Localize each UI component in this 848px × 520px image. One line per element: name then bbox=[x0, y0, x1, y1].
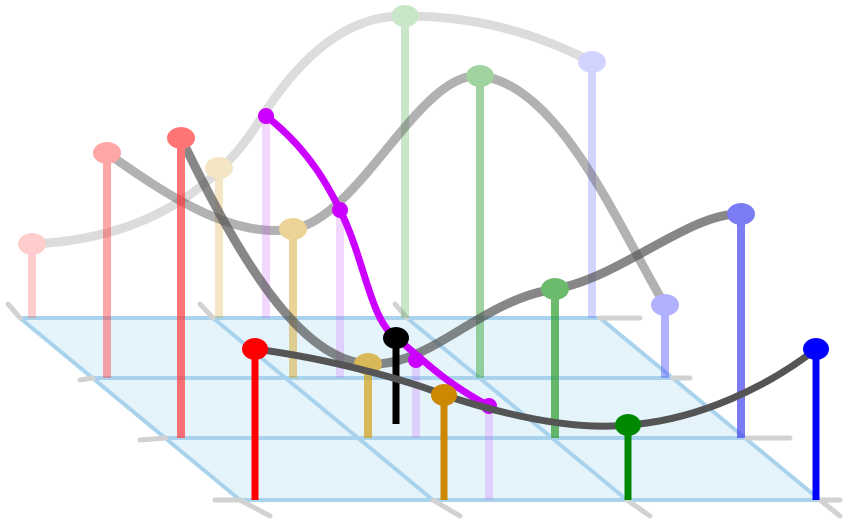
control-point-icon bbox=[466, 65, 494, 87]
control-point-icon bbox=[93, 142, 121, 164]
row-front bbox=[242, 338, 829, 500]
control-point-icon bbox=[431, 384, 457, 406]
query-point-icon bbox=[383, 327, 409, 349]
control-point-icon bbox=[167, 127, 195, 149]
control-point-icon bbox=[332, 202, 348, 218]
control-point-icon bbox=[727, 203, 755, 225]
control-point-icon bbox=[391, 5, 419, 27]
control-point-icon bbox=[651, 294, 679, 316]
control-point-icon bbox=[578, 51, 606, 73]
control-point-icon bbox=[205, 157, 233, 179]
control-point-icon bbox=[258, 108, 274, 124]
grid-fill bbox=[20, 318, 820, 500]
control-point-icon bbox=[408, 352, 424, 368]
control-point-icon bbox=[18, 233, 46, 255]
grid-rails bbox=[5, 301, 843, 519]
control-point-icon bbox=[242, 338, 268, 360]
row-mid2-curve bbox=[102, 71, 670, 310]
control-point-icon bbox=[803, 338, 829, 360]
control-point-icon bbox=[279, 218, 307, 240]
control-point-icon bbox=[615, 414, 641, 436]
control-point-icon bbox=[541, 278, 569, 300]
query-curve bbox=[262, 112, 493, 410]
row-mid2 bbox=[93, 65, 679, 378]
grid-plane bbox=[5, 301, 843, 519]
row-mid1 bbox=[167, 127, 755, 438]
row-mid1-curve bbox=[176, 133, 746, 369]
row-back-curve bbox=[27, 11, 597, 249]
row-front-curve bbox=[251, 345, 820, 430]
